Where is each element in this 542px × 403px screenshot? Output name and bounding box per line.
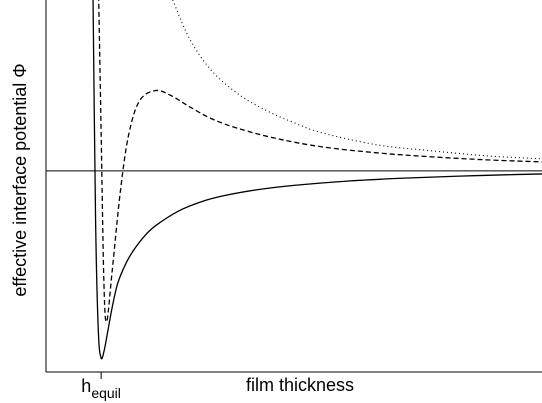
x-tick-label-h-equil: hequil (81, 376, 121, 401)
series-line-solid (92, 0, 542, 360)
y-axis-label: effective interface potential Φ (10, 63, 30, 296)
series-line-dashed (98, 0, 542, 323)
x-axis-label: film thickness (246, 375, 354, 395)
series-line-dotted (172, 0, 542, 160)
